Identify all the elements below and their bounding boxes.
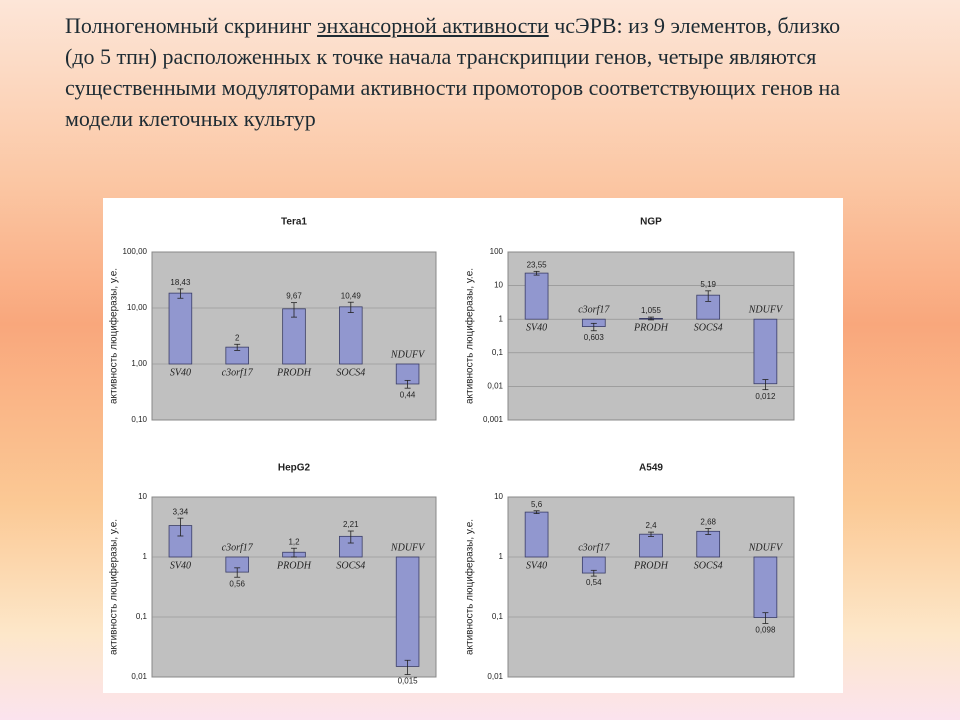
- y-tick-label: 0,10: [131, 415, 147, 424]
- bar: [395, 556, 420, 667]
- y-tick-label: 1: [499, 314, 504, 323]
- y-tick-label: 100: [490, 247, 504, 256]
- bar: [753, 556, 778, 618]
- category-label: SV40: [170, 367, 191, 378]
- chart-title: NGP: [640, 217, 662, 228]
- category-label: SOCS4: [336, 367, 365, 378]
- y-axis-label: активность люциферазы, у.е.: [464, 268, 476, 404]
- category-label: NDUFV: [748, 304, 784, 315]
- data-label: 1,055: [641, 306, 662, 315]
- category-label: NDUFV: [390, 349, 426, 360]
- y-tick-label: 0,1: [136, 612, 148, 621]
- data-label: 0,603: [584, 333, 605, 342]
- bar: [753, 318, 778, 385]
- y-tick-label: 1: [143, 552, 148, 561]
- bar: [168, 292, 193, 365]
- category-label: PRODH: [633, 560, 669, 571]
- category-label: NDUFV: [390, 542, 426, 553]
- category-label: SV40: [526, 322, 547, 333]
- data-label: 2,4: [645, 521, 657, 530]
- slide-title: Полногеномный скрининг энхансорной актив…: [65, 10, 865, 134]
- y-axis-label: активность люциферазы, у.е.: [108, 268, 120, 404]
- plot-area: [151, 496, 437, 678]
- bar: [639, 533, 663, 558]
- data-label: 9,67: [286, 292, 302, 301]
- category-label: SOCS4: [336, 560, 365, 571]
- category-label: c3orf17: [222, 542, 254, 553]
- title-part: Полногеномный скрининг: [65, 13, 318, 38]
- chart-title: A549: [639, 463, 663, 474]
- y-tick-label: 0,01: [487, 672, 503, 681]
- data-label: 2,68: [700, 518, 716, 527]
- data-label: 0,098: [755, 626, 776, 635]
- y-tick-label: 10: [494, 281, 503, 290]
- category-label: SV40: [526, 560, 547, 571]
- data-label: 23,55: [527, 260, 548, 269]
- category-label: PRODH: [633, 322, 669, 333]
- category-label: SOCS4: [694, 322, 723, 333]
- y-tick-label: 10,00: [127, 303, 148, 312]
- data-label: 18,43: [170, 278, 191, 287]
- chart-title: Tera1: [281, 217, 307, 228]
- category-label: c3orf17: [222, 367, 254, 378]
- data-label: 2,21: [343, 520, 359, 529]
- plot-area: [507, 496, 795, 678]
- category-label: c3orf17: [578, 304, 610, 315]
- y-tick-label: 1: [499, 552, 504, 561]
- bar: [339, 306, 363, 365]
- data-label: 2: [235, 333, 240, 342]
- category-label: SV40: [170, 560, 191, 571]
- category-label: NDUFV: [748, 542, 784, 553]
- category-label: c3orf17: [578, 542, 610, 553]
- title-part: чсЭРВ: из 9 элементов, близко (до 5 тпн)…: [65, 13, 841, 131]
- category-label: PRODH: [276, 560, 312, 571]
- y-axis-label: активность люциферазы, у.е.: [108, 519, 120, 655]
- data-label: 5,19: [700, 280, 716, 289]
- data-label: 0,012: [755, 392, 776, 401]
- y-tick-label: 0,1: [492, 612, 504, 621]
- y-tick-label: 1,00: [131, 359, 147, 368]
- data-label: 0,56: [229, 579, 245, 588]
- y-tick-label: 100,00: [123, 247, 148, 256]
- data-label: 0,54: [586, 578, 602, 587]
- data-label: 0,015: [398, 677, 419, 686]
- bar: [696, 530, 721, 558]
- y-tick-label: 10: [494, 492, 503, 501]
- y-tick-label: 0,1: [492, 348, 504, 357]
- bar: [524, 511, 549, 558]
- y-axis-label: активность люциферазы, у.е.: [464, 519, 476, 655]
- title-part: энхансорной активности: [317, 13, 549, 38]
- plot-area: [507, 251, 795, 421]
- y-tick-label: 0,001: [483, 415, 504, 424]
- bar: [524, 272, 549, 320]
- data-label: 0,44: [400, 390, 416, 399]
- data-label: 10,49: [341, 291, 362, 300]
- y-tick-label: 0,01: [487, 382, 503, 391]
- y-tick-label: 0,01: [131, 672, 147, 681]
- data-label: 3,34: [173, 507, 189, 516]
- category-label: PRODH: [276, 367, 312, 378]
- category-label: SOCS4: [694, 560, 723, 571]
- chart-title: HepG2: [278, 463, 311, 474]
- data-label: 5,6: [531, 500, 543, 509]
- y-tick-label: 10: [138, 492, 147, 501]
- data-label: 1,2: [288, 537, 300, 546]
